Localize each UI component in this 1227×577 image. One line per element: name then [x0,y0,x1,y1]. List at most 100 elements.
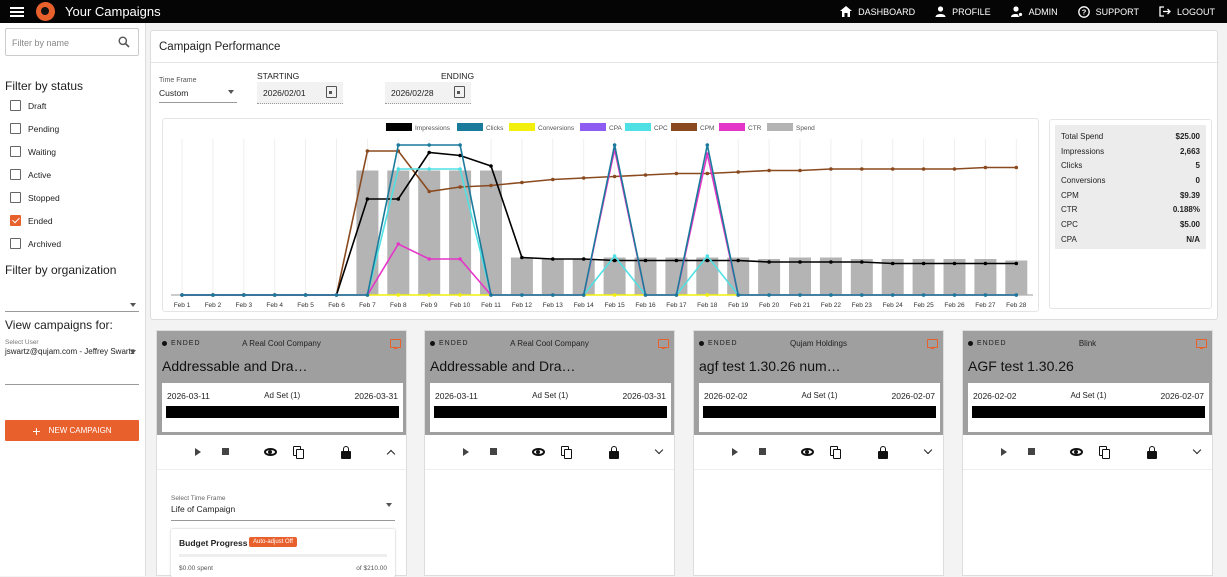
filter-by-name-input[interactable]: Filter by name [5,28,139,56]
menu-icon[interactable] [10,6,24,17]
checkbox[interactable] [10,192,21,203]
campaign-card[interactable]: ENDED A Real Cool Company Addressable and … [156,330,407,577]
view-icon[interactable] [532,446,545,458]
legend-swatch [509,123,535,131]
point-cpm [952,167,957,171]
end-date: 2026-03-31 [622,391,666,401]
card-header: ENDED Blink AGF test 1.30.26 2026-02-02 Ad S… [963,331,1212,435]
chevron-down-icon[interactable] [654,445,666,458]
lock-icon[interactable] [877,446,889,459]
status-filter-archived[interactable]: Archived [10,238,61,249]
status-filter-pending[interactable]: Pending [10,123,59,134]
start-date: 2026-03-11 [167,391,210,401]
view-icon[interactable] [1070,446,1083,458]
bar-spend [912,259,935,295]
legend-label: CPA [609,125,623,132]
status-filter-draft[interactable]: Draft [10,100,46,111]
chevron-up-icon[interactable] [386,446,398,459]
organization-select[interactable] [5,300,139,312]
monitor-icon[interactable] [658,339,669,349]
point-clicks [427,143,432,147]
play-icon[interactable] [998,446,1010,458]
status-filter-ended[interactable]: Ended [10,215,53,226]
checkbox[interactable] [10,169,21,180]
view-icon[interactable] [801,446,814,458]
chevron-down-icon[interactable] [1192,445,1204,458]
checkbox[interactable] [10,123,21,134]
x-tick-label: Feb 2 [205,302,222,309]
status-filter-label: Archived [28,238,62,249]
timeframe-select[interactable]: Custom [159,87,237,103]
campaign-card[interactable]: ENDED A Real Cool Company Addressable and … [424,330,675,576]
point-impressions [767,260,771,264]
budget-total: of $210.00 [356,565,387,572]
ad-set-label: Ad Set (1) [532,391,569,400]
point-clicks [952,293,957,297]
new-campaign-button[interactable]: + NEW CAMPAIGN [5,420,139,441]
copy-icon[interactable] [1099,446,1111,459]
stop-icon[interactable] [1026,446,1038,458]
point-cpm [674,171,679,176]
checkbox[interactable] [10,215,21,226]
bar-spend [480,170,502,295]
search-icon[interactable] [118,36,130,48]
copy-icon[interactable] [293,446,305,459]
calendar-icon[interactable] [454,86,465,98]
lock-icon[interactable] [608,446,620,459]
status-filter-stopped[interactable]: Stopped [10,192,60,203]
point-cpc [612,254,617,258]
campaign-name[interactable]: Addressable and Dra… [162,358,308,374]
view-icon[interactable] [264,446,277,458]
chevron-down-icon[interactable] [923,445,935,458]
ad-set-summary: 2026-02-02 Ad Set (1) 2026-02-07 [968,383,1209,432]
monitor-icon[interactable] [927,339,938,349]
card-timeframe-select[interactable]: Select Time Frame Life of Campaign [171,495,395,521]
stop-icon[interactable] [488,446,500,458]
starting-label: STARTING [257,71,300,81]
checkbox[interactable] [10,100,21,111]
x-tick-label: Feb 17 [666,302,687,309]
campaign-card[interactable]: ENDED Blink AGF test 1.30.26 2026-02-02 Ad S… [962,330,1213,576]
nav-support[interactable]: ? SUPPORT [1077,5,1139,18]
point-clicks [334,293,339,297]
calendar-icon[interactable] [326,86,337,98]
monitor-icon[interactable] [390,339,401,349]
monitor-icon[interactable] [1196,339,1207,349]
campaign-name[interactable]: Addressable and Dra… [430,358,576,374]
checkbox[interactable] [10,238,21,249]
status-filter-waiting[interactable]: Waiting [10,146,56,157]
point-impressions [798,260,802,264]
campaign-card[interactable]: ENDED Qujam Holdings agf test 1.30.26 num…… [693,330,944,576]
status-filter-active[interactable]: Active [10,169,51,180]
nav-profile[interactable]: PROFILE [935,6,991,17]
lock-icon[interactable] [340,446,352,459]
checkbox[interactable] [10,146,21,157]
point-clicks [180,293,184,297]
lock-icon[interactable] [1146,446,1158,459]
play-icon[interactable] [192,446,204,458]
nav-dashboard[interactable]: DASHBOARD [840,6,915,17]
nav-admin[interactable]: ADMIN [1010,6,1058,17]
ending-date-input[interactable]: 2026/02/28 [385,82,471,104]
user-select[interactable]: Select User jswartz@qujam.com - Jeffrey … [5,339,139,385]
play-icon[interactable] [460,446,472,458]
svg-text:?: ? [1081,7,1086,16]
stop-icon[interactable] [757,446,769,458]
stat-label: CPM [1061,190,1079,200]
x-tick-label: Feb 7 [359,302,376,309]
point-cpm [890,167,895,171]
point-cpm [798,168,802,173]
point-clicks [612,143,617,147]
copy-icon[interactable] [830,446,842,459]
stop-icon[interactable] [220,446,232,458]
status-label: ENDED [171,340,201,347]
status-badge: ENDED [162,340,201,347]
help-icon: ? [1077,5,1090,18]
x-tick-label: Feb 10 [450,302,471,309]
nav-logout[interactable]: LOGOUT [1159,6,1215,17]
starting-date-input[interactable]: 2026/02/01 [257,82,343,104]
copy-icon[interactable] [561,446,573,459]
campaign-name[interactable]: AGF test 1.30.26 [968,358,1074,374]
campaign-name[interactable]: agf test 1.30.26 num… [699,358,841,374]
play-icon[interactable] [729,446,741,458]
